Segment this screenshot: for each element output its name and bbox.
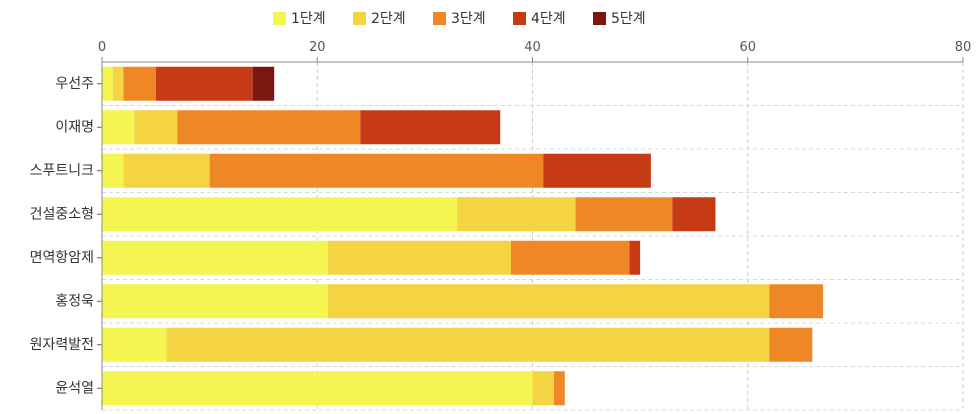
bar-segment (102, 153, 124, 188)
bar-segment (102, 284, 329, 319)
bar-segment (328, 284, 770, 319)
bar-segment (209, 153, 544, 188)
x-tick-labels: 0 20 40 60 80 (98, 40, 971, 55)
legend-label: 4단계 (531, 11, 566, 27)
bar-segment (123, 153, 210, 188)
legend-swatch (353, 12, 366, 25)
bar-segment (252, 66, 275, 101)
bar-segment (769, 284, 824, 319)
bar-segment (769, 327, 813, 362)
grid (102, 62, 964, 411)
bar-segment (575, 197, 673, 232)
legend-label: 5단계 (611, 11, 646, 27)
legend-swatch (273, 12, 286, 25)
legend-swatch (593, 12, 606, 25)
bar-segment (328, 240, 511, 275)
legend: 1단계 2단계 3단계 4단계 5단계 (273, 11, 646, 27)
bar-segment (112, 66, 124, 101)
bar-segment (554, 371, 565, 406)
x-tick-label: 80 (955, 40, 972, 55)
bar-segment (457, 197, 576, 232)
category-label: 스푸트니크 (30, 163, 95, 179)
x-tick-label: 20 (309, 40, 326, 55)
legend-swatch (433, 12, 446, 25)
category-label: 면역항암제 (30, 250, 94, 266)
category-label: 우선주 (55, 76, 94, 92)
category-label: 윤석열 (55, 380, 94, 396)
category-label: 원자력발전 (30, 337, 94, 353)
legend-label: 3단계 (451, 11, 486, 27)
category-label: 건설중소형 (30, 206, 94, 222)
legend-label: 1단계 (291, 11, 326, 27)
bar-segment (177, 110, 361, 145)
bar-segment (155, 66, 253, 101)
bar-segment (102, 240, 329, 275)
bar-segment (134, 110, 178, 145)
x-tick-label: 0 (98, 40, 106, 55)
x-tick-label: 60 (739, 40, 756, 55)
bar-segment (532, 371, 555, 406)
bars (102, 66, 824, 406)
category-label: 홍정욱 (55, 293, 94, 309)
bar-segment (123, 66, 156, 101)
x-tick-label: 40 (524, 40, 541, 55)
bar-segment (102, 327, 167, 362)
bar-segment (510, 240, 630, 275)
bar-segment (102, 66, 113, 101)
bar-segment (360, 110, 501, 145)
bar-segment (102, 371, 533, 406)
category-label: 이재명 (55, 119, 94, 135)
bar-segment (672, 197, 716, 232)
axes (97, 57, 964, 410)
bar-segment (102, 110, 135, 145)
bar-segment (166, 327, 770, 362)
legend-swatch (513, 12, 526, 25)
bar-segment (102, 197, 458, 232)
bar-segment (629, 240, 641, 275)
legend-label: 2단계 (371, 11, 406, 27)
bar-segment (543, 153, 651, 188)
